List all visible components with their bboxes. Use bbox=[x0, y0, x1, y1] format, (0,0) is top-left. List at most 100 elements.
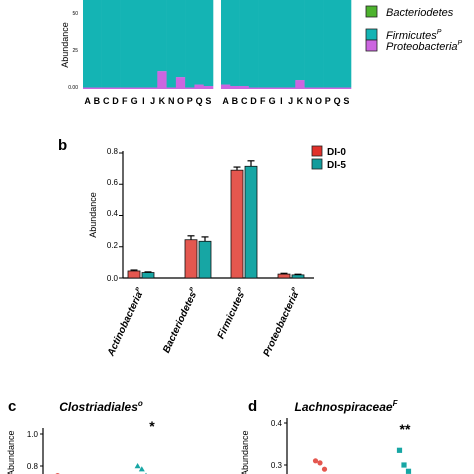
legend-swatch-firmicutes bbox=[365, 28, 378, 41]
data-point bbox=[401, 462, 407, 468]
bar-di-5-bacteriodetes bbox=[198, 240, 212, 279]
bar-di-0-proteobacteria bbox=[277, 273, 291, 279]
stack-segment-proteobacteria bbox=[239, 86, 250, 89]
stack-segment-firmicutes bbox=[148, 0, 158, 88]
panel-d-ylabel: Abundance bbox=[240, 430, 250, 474]
stack-segment-firmicutes bbox=[92, 0, 102, 88]
panel-c-title: Clostriadialeso bbox=[59, 399, 143, 414]
sample-letter: G bbox=[131, 96, 138, 106]
stack-segment-proteobacteria bbox=[148, 87, 158, 89]
stack-segment-proteobacteria bbox=[230, 86, 240, 89]
legend-label-bacteriodetes: Bacteriodetes bbox=[386, 7, 454, 19]
sample-letter: C bbox=[241, 96, 248, 106]
legend-swatch-di-5 bbox=[311, 158, 323, 170]
stack-segment-proteobacteria bbox=[276, 87, 287, 89]
panel-a-legend: Bacteriodetes FirmicutesP Proteobacteria… bbox=[365, 5, 463, 53]
stack-segment-firmicutes bbox=[83, 0, 93, 88]
stack-segment-proteobacteria bbox=[92, 87, 102, 89]
panel-b-bars bbox=[127, 160, 305, 279]
stack-segment-firmicutes bbox=[323, 0, 333, 88]
sample-letter: K bbox=[159, 96, 166, 106]
stack-segment-firmicutes bbox=[295, 0, 305, 81]
sample-letter: S bbox=[205, 96, 211, 106]
stack-segment-firmicutes bbox=[221, 0, 231, 85]
sample-letter: A bbox=[222, 96, 229, 106]
data-point bbox=[312, 458, 319, 464]
sample-letter: N bbox=[306, 96, 313, 106]
stacked-bars-left bbox=[83, 0, 214, 89]
stack-segment-proteobacteria bbox=[304, 87, 315, 89]
sample-letter: Q bbox=[196, 96, 203, 106]
sample-letter: F bbox=[260, 96, 266, 106]
stack-segment-proteobacteria bbox=[203, 86, 214, 89]
stack-segment-firmicutes bbox=[239, 0, 250, 87]
panel-a-ylabel: Abundance bbox=[60, 22, 70, 68]
y-tick-label: 0.3 bbox=[271, 461, 283, 470]
data-point bbox=[321, 466, 328, 472]
stack-segment-firmicutes bbox=[166, 0, 177, 88]
stack-segment-proteobacteria bbox=[101, 87, 112, 89]
panel-c-label: c bbox=[8, 398, 16, 415]
bar-di-5-proteobacteria bbox=[291, 274, 305, 279]
stack-segment-proteobacteria bbox=[313, 87, 324, 89]
stack-segment-firmicutes bbox=[194, 0, 205, 85]
panel-d-significance: ** bbox=[400, 421, 411, 437]
stack-segment-firmicutes bbox=[138, 0, 149, 88]
stack-segment-firmicutes bbox=[185, 0, 195, 88]
panel-b: b Abundance 0.8 0.6 0.4 0.2 0.0 Actinoba… bbox=[58, 137, 346, 359]
sample-letter: N bbox=[168, 96, 175, 106]
y-tick-label: 0.4 bbox=[271, 419, 283, 428]
stack-segment-firmicutes bbox=[332, 0, 343, 88]
stack-segment-proteobacteria bbox=[258, 87, 268, 89]
sample-letter: B bbox=[94, 96, 101, 106]
panel-b-y-ticks: 0.8 0.6 0.4 0.2 0.0 bbox=[107, 147, 119, 283]
sample-letter: D bbox=[112, 96, 119, 106]
panel-a-tick: 25 bbox=[72, 48, 78, 54]
stack-segment-firmicutes bbox=[129, 0, 140, 88]
sample-letter: B bbox=[232, 96, 239, 106]
y-tick-label: 0.6 bbox=[107, 178, 119, 187]
stack-segment-proteobacteria bbox=[166, 87, 177, 89]
stack-segment-proteobacteria bbox=[295, 80, 305, 89]
legend-label-di-0: DI-0 bbox=[327, 147, 346, 158]
x-label-firmicutes: FirmicutesP bbox=[216, 286, 249, 341]
panel-d-title: LachnospiraceaeF bbox=[295, 399, 399, 414]
stack-segment-firmicutes bbox=[286, 0, 296, 88]
stack-segment-proteobacteria bbox=[267, 87, 278, 89]
legend-swatch-bacteriodetes bbox=[365, 5, 378, 18]
bar-di-5-actinobacteria bbox=[141, 272, 155, 279]
data-point bbox=[138, 466, 145, 472]
legend-label-proteobacteria: ProteobacteriaP bbox=[386, 40, 463, 53]
y-tick-label: 1.0 bbox=[27, 430, 39, 439]
sample-letter: D bbox=[250, 96, 257, 106]
panel-d-label: d bbox=[248, 398, 257, 415]
panel-b-tick-marks bbox=[119, 152, 123, 279]
x-label-bacteriodetes: BacteriodetesP bbox=[161, 286, 201, 355]
stack-segment-firmicutes bbox=[267, 0, 278, 88]
stacked-bars-right bbox=[221, 0, 352, 89]
stack-segment-proteobacteria bbox=[120, 87, 130, 89]
stack-segment-firmicutes bbox=[120, 0, 130, 88]
stack-segment-proteobacteria bbox=[341, 87, 352, 89]
stack-segment-proteobacteria bbox=[129, 87, 140, 89]
sample-letter: J bbox=[288, 96, 293, 106]
panel-a-ticks: 50 25 0.00 bbox=[68, 11, 78, 91]
stack-segment-proteobacteria bbox=[83, 87, 93, 89]
panel-c-significance: * bbox=[149, 418, 155, 434]
stack-segment-proteobacteria bbox=[323, 87, 333, 89]
y-tick-label: 0.2 bbox=[107, 241, 119, 250]
panel-d-points bbox=[312, 447, 412, 474]
stack-segment-firmicutes bbox=[110, 0, 121, 88]
sample-letter: I bbox=[280, 96, 283, 106]
stack-segment-firmicutes bbox=[230, 0, 240, 87]
panel-b-ylabel: Abundance bbox=[88, 192, 98, 238]
stack-segment-proteobacteria bbox=[248, 87, 259, 89]
legend-swatch-di-0 bbox=[311, 145, 323, 157]
bar-di-0-firmicutes bbox=[230, 169, 244, 279]
sample-letter: K bbox=[297, 96, 304, 106]
bar-di-0-bacteriodetes bbox=[184, 239, 198, 279]
data-point bbox=[317, 460, 323, 466]
sample-letter: C bbox=[103, 96, 110, 106]
panel-b-xlabels: ActinobacteriaP BacteriodetesP Firmicute… bbox=[105, 286, 301, 359]
